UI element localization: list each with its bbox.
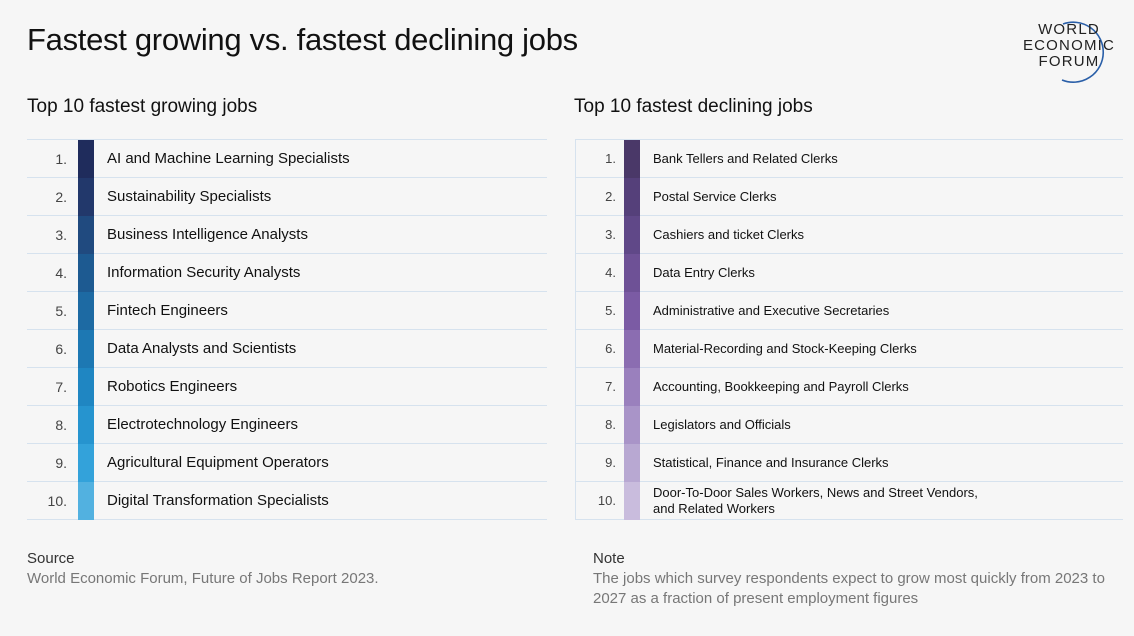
growing-table-title: Top 10 fastest growing jobs xyxy=(27,96,258,117)
growing-row: 4. Information Security Analysts xyxy=(27,254,547,292)
wef-logo: WORLD ECONOMIC FORUM xyxy=(1013,20,1125,86)
declining-row: 10. Door-To-Door Sales Workers, News and … xyxy=(576,482,1123,520)
growing-jobs-table: 1. AI and Machine Learning Specialists 2. S… xyxy=(27,139,547,520)
declining-rank: 1. xyxy=(605,151,616,166)
growing-row: 10. Digital Transformation Specialists xyxy=(27,482,547,520)
declining-job-label: Administrative and Executive Secretaries xyxy=(653,302,890,318)
growing-rank: 1. xyxy=(55,150,67,167)
declining-jobs-table: 1. Bank Tellers and Related Clerks 2. Posta… xyxy=(575,139,1123,520)
growing-job-label: Sustainability Specialists xyxy=(107,188,272,205)
growing-color-bar xyxy=(78,140,94,178)
growing-color-bar xyxy=(78,178,94,216)
growing-color-bar xyxy=(78,216,94,254)
declining-rank: 9. xyxy=(605,455,616,470)
growing-job-label: Agricultural Equipment Operators xyxy=(107,454,329,471)
note-label: Note xyxy=(593,550,625,567)
declining-row: 5. Administrative and Executive Secretari… xyxy=(576,292,1123,330)
growing-job-label: Digital Transformation Specialists xyxy=(107,492,329,509)
declining-job-label: Cashiers and ticket Clerks xyxy=(653,226,804,242)
growing-job-label: Business Intelligence Analysts xyxy=(107,226,308,243)
growing-row: 2. Sustainability Specialists xyxy=(27,178,547,216)
declining-row: 4. Data Entry Clerks xyxy=(576,254,1123,292)
logo-arc-icon xyxy=(1061,21,1105,83)
growing-rank: 8. xyxy=(55,416,67,433)
declining-job-label: Door-To-Door Sales Workers, News and Str… xyxy=(653,484,978,516)
declining-rank: 7. xyxy=(605,379,616,394)
growing-job-label: AI and Machine Learning Specialists xyxy=(107,150,350,167)
growing-job-label: Fintech Engineers xyxy=(107,302,228,319)
growing-rank: 10. xyxy=(47,492,67,509)
declining-rank: 8. xyxy=(605,417,616,432)
declining-color-bar xyxy=(624,330,640,368)
growing-color-bar xyxy=(78,444,94,482)
declining-job-label: Data Entry Clerks xyxy=(653,264,755,280)
declining-rank: 3. xyxy=(605,227,616,242)
growing-color-bar xyxy=(78,406,94,444)
declining-color-bar xyxy=(624,406,640,444)
declining-color-bar xyxy=(624,254,640,292)
declining-job-label: Statistical, Finance and Insurance Clerk… xyxy=(653,454,889,470)
growing-rank: 6. xyxy=(55,340,67,357)
declining-row: 6. Material-Recording and Stock-Keeping C… xyxy=(576,330,1123,368)
growing-rank: 4. xyxy=(55,264,67,281)
declining-job-label: Bank Tellers and Related Clerks xyxy=(653,150,838,166)
growing-row: 3. Business Intelligence Analysts xyxy=(27,216,547,254)
growing-rank: 7. xyxy=(55,378,67,395)
declining-rank: 5. xyxy=(605,303,616,318)
growing-color-bar xyxy=(78,292,94,330)
growing-row: 6. Data Analysts and Scientists xyxy=(27,330,547,368)
growing-color-bar xyxy=(78,368,94,406)
growing-row: 9. Agricultural Equipment Operators xyxy=(27,444,547,482)
note-text: The jobs which survey respondents expect… xyxy=(593,570,1105,607)
declining-job-label: Accounting, Bookkeeping and Payroll Cler… xyxy=(653,378,909,394)
declining-color-bar xyxy=(624,368,640,406)
declining-color-bar xyxy=(624,178,640,216)
logo-line-2: ECONOMIC xyxy=(1022,37,1116,54)
declining-row: 2. Postal Service Clerks xyxy=(576,178,1123,216)
logo-line-1: WORLD xyxy=(1038,21,1100,38)
growing-rank: 9. xyxy=(55,454,67,471)
growing-job-label: Electrotechnology Engineers xyxy=(107,416,298,433)
growing-color-bar xyxy=(78,482,94,520)
declining-row: 8. Legislators and Officials xyxy=(576,406,1123,444)
growing-row: 7. Robotics Engineers xyxy=(27,368,547,406)
growing-color-bar xyxy=(78,254,94,292)
declining-row: 1. Bank Tellers and Related Clerks xyxy=(576,140,1123,178)
declining-rank: 2. xyxy=(605,189,616,204)
declining-color-bar xyxy=(624,292,640,330)
declining-color-bar xyxy=(624,216,640,254)
page-title: Fastest growing vs. fastest declining jo… xyxy=(27,22,578,57)
growing-rank: 5. xyxy=(55,302,67,319)
growing-job-label: Information Security Analysts xyxy=(107,264,301,281)
declining-rank: 6. xyxy=(605,341,616,356)
declining-row: 9. Statistical, Finance and Insurance Cle… xyxy=(576,444,1123,482)
growing-row: 5. Fintech Engineers xyxy=(27,292,547,330)
growing-row: 8. Electrotechnology Engineers xyxy=(27,406,547,444)
growing-job-label: Data Analysts and Scientists xyxy=(107,340,297,357)
source-label: Source xyxy=(27,550,75,567)
growing-color-bar xyxy=(78,330,94,368)
logo-line-3: FORUM xyxy=(1038,53,1100,70)
growing-rank: 3. xyxy=(55,226,67,243)
source-text: World Economic Forum, Future of Jobs Rep… xyxy=(27,570,379,587)
declining-color-bar xyxy=(624,444,640,482)
declining-color-bar xyxy=(624,482,640,520)
declining-color-bar xyxy=(624,140,640,178)
declining-rank: 10. xyxy=(597,493,616,508)
declining-table-title: Top 10 fastest declining jobs xyxy=(574,96,813,117)
declining-rank: 4. xyxy=(605,265,616,280)
declining-job-label: Material-Recording and Stock-Keeping Cle… xyxy=(653,340,917,356)
growing-rank: 2. xyxy=(55,188,67,205)
declining-row: 7. Accounting, Bookkeeping and Payroll Cl… xyxy=(576,368,1123,406)
declining-job-label: Legislators and Officials xyxy=(653,416,791,432)
growing-job-label: Robotics Engineers xyxy=(107,378,238,395)
growing-row: 1. AI and Machine Learning Specialists xyxy=(27,140,547,178)
declining-job-label: Postal Service Clerks xyxy=(653,188,777,204)
declining-row: 3. Cashiers and ticket Clerks xyxy=(576,216,1123,254)
